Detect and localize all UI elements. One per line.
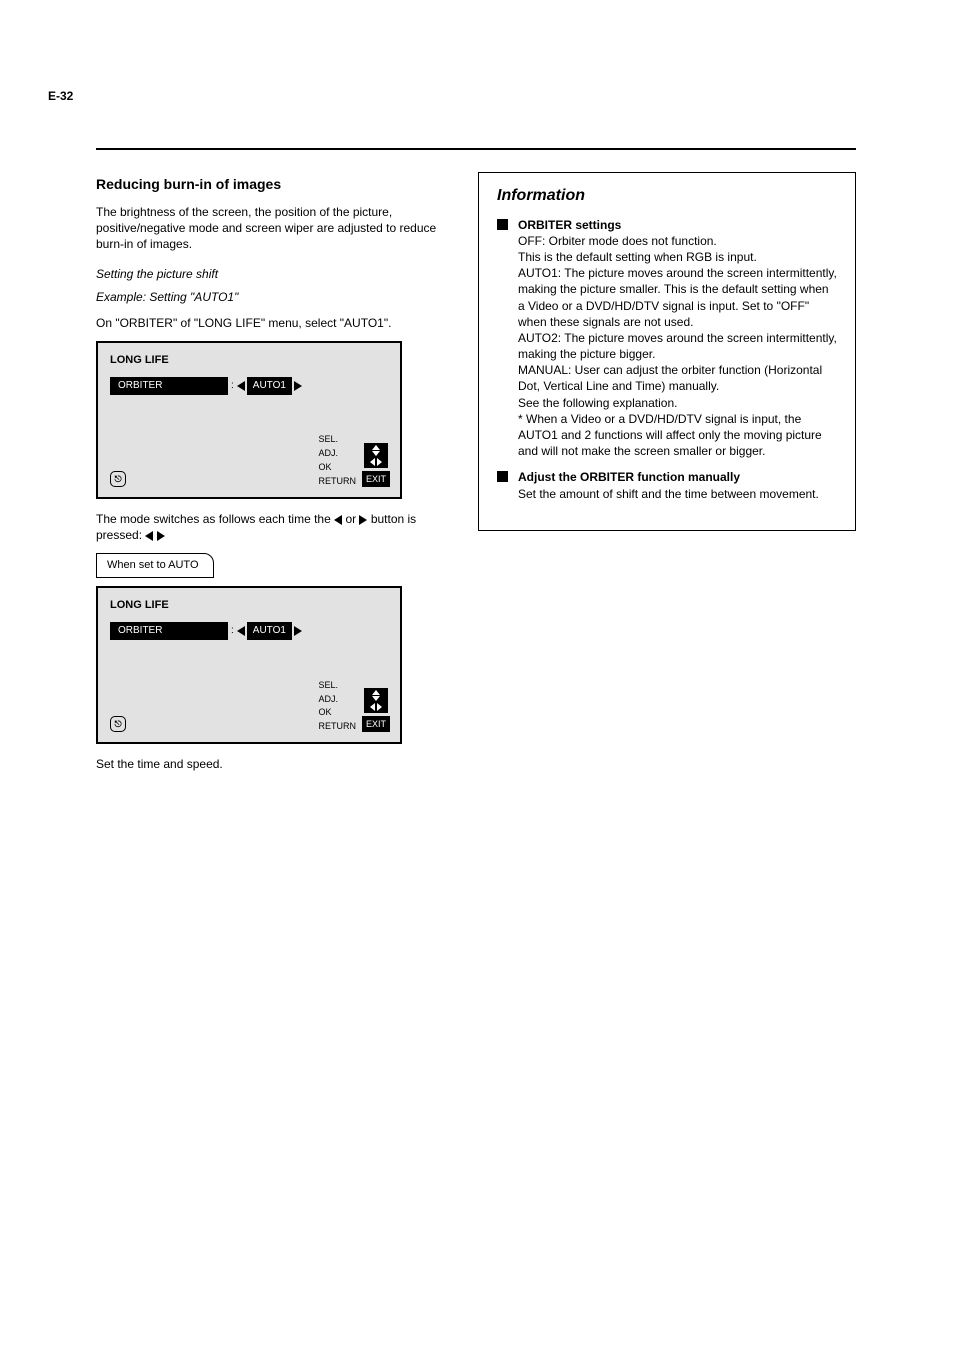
page-number: E-32 <box>48 88 73 104</box>
orbiter-set-title: ORBITER settings <box>518 217 837 233</box>
orbiter-off-note: This is the default setting when RGB is … <box>518 249 837 265</box>
arrow-right-inline-icon-2 <box>157 531 165 541</box>
orbiter-manual-note: See the following explanation. <box>518 395 837 411</box>
info-title: Information <box>497 185 837 207</box>
osd-colon: : <box>231 379 234 393</box>
return-label: RETURN <box>318 477 356 487</box>
arrow-left-inline-icon <box>334 515 342 525</box>
osd-row-label: ORBITER <box>110 377 228 395</box>
arrow-right-inline-icon <box>359 515 367 525</box>
ctrl-blocks-2: EXIT <box>362 688 390 732</box>
manual-title: Adjust the ORBITER function manually <box>518 469 837 485</box>
arrow-left-icon-2 <box>237 626 245 636</box>
info-manual-row: Adjust the ORBITER function manually Set… <box>497 469 837 501</box>
heading-reduction: Reducing burn-in of images <box>96 175 446 194</box>
exit-button-icon-2: EXIT <box>362 716 390 732</box>
sel-label: SEL. <box>318 435 356 445</box>
osd-row: ORBITER : AUTO1 <box>110 377 302 395</box>
osd-controls-2: SEL. ADJ. OK RETURN EXIT <box>318 681 390 733</box>
orbiter-auto1: AUTO1: The picture moves around the scre… <box>518 265 837 330</box>
arrow-right-icon-2 <box>294 626 302 636</box>
orbiter-example: Example: Setting "AUTO1" <box>96 289 446 305</box>
arrow-left-icon <box>237 381 245 391</box>
arrow-instr-pre: The mode switches as follows each time t… <box>96 512 334 526</box>
ctrl-label-group: SEL. ADJ. OK RETURN <box>318 435 356 487</box>
osd-title: LONG LIFE <box>110 353 169 368</box>
osd-colon-2: : <box>231 624 234 638</box>
osd-row-label-2: ORBITER <box>110 622 228 640</box>
reduction-body: The brightness of the screen, the positi… <box>96 204 446 253</box>
arrow-right-icon <box>294 381 302 391</box>
osd-row-value: AUTO1 <box>247 377 292 395</box>
arrow-left-inline-icon-2 <box>145 531 153 541</box>
osd-screen-bottom: LONG LIFE ORBITER : AUTO1 SEL. ADJ. OK R… <box>96 586 402 744</box>
bullet-icon <box>497 219 508 230</box>
bullet-icon-2 <box>497 471 508 482</box>
ok-label-2: OK <box>318 708 356 718</box>
reduction-body-text: The brightness of the screen, the positi… <box>96 204 446 253</box>
adj-label-2: ADJ. <box>318 695 356 705</box>
left-column: Reducing burn-in of images The brightnes… <box>96 175 446 778</box>
orbiter-manual: MANUAL: User can adjust the orbiter func… <box>518 362 837 394</box>
information-box: Information ORBITER settings OFF: Orbite… <box>478 172 856 531</box>
corner-icon-2: ⎋ <box>110 716 126 732</box>
top-rule <box>96 148 856 150</box>
mode-tab-label: When set to AUTO <box>96 553 214 578</box>
ctrl-label-group-2: SEL. ADJ. OK RETURN <box>318 681 356 733</box>
auto-instr: Set the time and speed. <box>96 756 446 772</box>
arrow-instr: The mode switches as follows each time t… <box>96 511 446 543</box>
ctrl-blocks: EXIT <box>362 443 390 487</box>
exit-button-icon: EXIT <box>362 471 390 487</box>
osd-screen-top: LONG LIFE ORBITER : AUTO1 SEL. ADJ. OK R… <box>96 341 402 499</box>
orbiter-foot: * When a Video or a DVD/HD/DTV signal is… <box>518 411 837 460</box>
osd-row-2: ORBITER : AUTO1 <box>110 622 302 640</box>
orbiter-off: OFF: Orbiter mode does not function. <box>518 233 837 249</box>
corner-icon: ⎋ <box>110 471 126 487</box>
orbiter-step1: On "ORBITER" of "LONG LIFE" menu, select… <box>96 315 446 331</box>
adj-label: ADJ. <box>318 449 356 459</box>
direction-pad-icon-2 <box>364 688 388 713</box>
direction-pad-icon <box>364 443 388 468</box>
arrow-instr-mid: or <box>345 512 359 526</box>
orbiter-auto2: AUTO2: The picture moves around the scre… <box>518 330 837 362</box>
ok-label: OK <box>318 463 356 473</box>
sel-label-2: SEL. <box>318 681 356 691</box>
info-orbiter-settings-row: ORBITER settings OFF: Orbiter mode does … <box>497 217 837 460</box>
osd-controls: SEL. ADJ. OK RETURN EXIT <box>318 435 390 487</box>
manual-text: Set the amount of shift and the time bet… <box>518 486 837 502</box>
osd-title-2: LONG LIFE <box>110 598 169 613</box>
return-label-2: RETURN <box>318 722 356 732</box>
orbiter-subhead: Setting the picture shift <box>96 266 446 282</box>
osd-row-value-2: AUTO1 <box>247 622 292 640</box>
